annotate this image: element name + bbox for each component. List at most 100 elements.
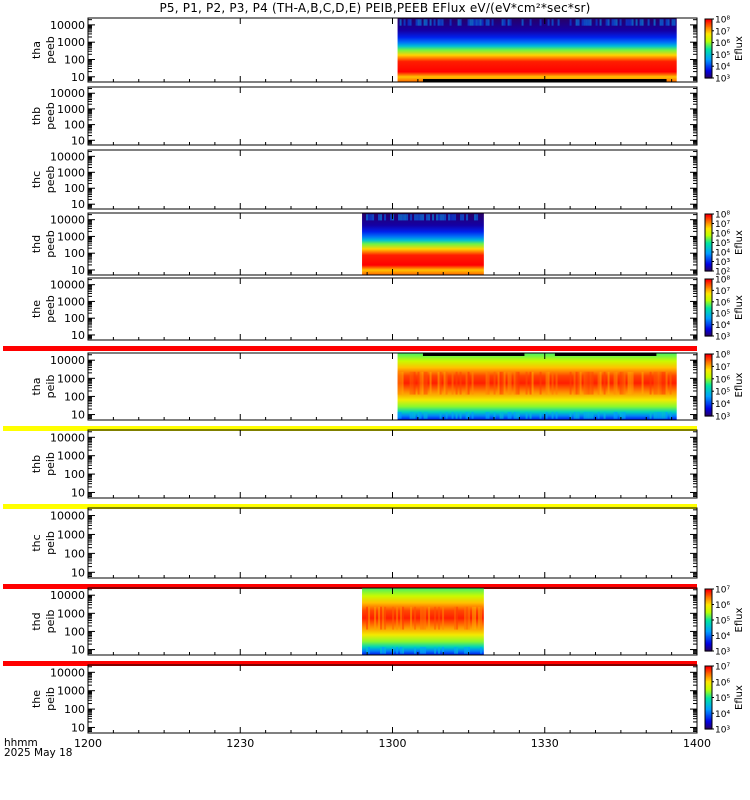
separator-bar [3,426,697,431]
colorbar-segment [705,254,712,257]
spectrogram-texture [423,411,426,419]
colorbar-label: Eflux [734,607,745,632]
spectrogram-texture [669,411,672,419]
colorbar-segment [705,260,712,263]
spectrogram-texture [478,606,481,630]
spectrogram-texture [374,606,377,630]
spectrogram-texture [403,19,406,26]
colorbar-tick-label: 10³ [715,413,730,423]
colorbar-segment [705,722,712,725]
spectrogram-texture [517,411,520,419]
spectrogram-texture [366,214,369,221]
colorbar-segment [705,623,712,626]
colorbar-segment [705,60,712,63]
spectrogram-texture [521,19,524,26]
colorbar-tick-label: 10⁶ [715,375,730,385]
spectrogram-texture [438,646,441,654]
colorbar-segment [705,321,712,324]
colorbar-segment [705,306,712,309]
colorbar-segment [705,676,712,679]
spectrogram-texture [400,606,403,630]
y-tick-label: 100 [64,625,85,638]
colorbar-segment [705,37,712,40]
colorbar-segment [705,601,712,604]
spectrogram-texture [623,371,626,395]
spectrogram-texture [378,606,381,630]
panel-ylabel: thd [30,612,43,630]
colorbar-segment [705,28,712,31]
colorbar-segment [705,21,712,24]
colorbar-segment [705,357,712,360]
spectrogram-texture [439,371,442,395]
colorbar-segment [705,333,712,336]
spectrogram-texture [503,19,506,26]
spectrogram-texture [613,19,616,26]
spectrogram-texture [597,411,600,419]
spectrogram-texture [407,19,410,26]
y-tick-label: 10000 [50,279,85,292]
spectrogram-texture [370,214,373,221]
spectrogram-texture [474,214,477,221]
spectrogram-texture [569,371,572,395]
x-tick-label: 1230 [226,737,254,750]
colorbar-segment [705,261,712,264]
colorbar-segment [705,233,712,235]
colorbar-segment [705,369,712,372]
colorbar-segment [705,252,712,254]
spectrogram-texture [384,646,387,654]
panel-ylabel: thd [30,235,43,253]
spectrogram-texture [497,371,500,395]
spectrogram-texture [454,646,457,654]
colorbar-tick-label: 10⁵ [715,239,730,249]
colorbar-segment [705,397,712,400]
spectrogram-texture [417,411,420,419]
y-tick-label: 10000 [50,431,85,444]
spectrogram-texture [557,19,560,26]
colorbar-tick-label: 10⁸ [715,16,730,26]
spectrogram-texture [485,19,488,26]
colorbar-segment [705,241,712,244]
colorbar-segment [705,63,712,66]
spectrogram-texture [551,371,554,395]
spectrogram-texture [581,19,584,26]
colorbar-segment [705,681,712,684]
spectrogram-texture [485,411,488,419]
spectrogram-texture [425,411,428,419]
colorbar-segment [705,234,712,236]
colorbar-segment [705,603,712,606]
spectrogram-texture [442,646,445,654]
spectrogram-texture [589,371,592,395]
spectrogram-texture [436,214,439,221]
spectrogram-texture [434,646,437,654]
spectrogram-texture [410,214,413,221]
x-tick-label: 1300 [379,737,407,750]
spectrogram-texture [529,411,532,419]
spectrogram-texture [474,606,477,630]
spectrogram-texture [392,214,395,221]
spectrogram-texture [507,411,510,419]
spectrogram-texture [402,646,405,654]
colorbar-segment [705,235,712,238]
colorbar-segment [705,49,712,52]
spectrogram-texture [661,371,664,395]
spectrogram-texture [539,411,542,419]
y-tick-label: 10 [71,329,85,342]
colorbar-segment [705,58,712,61]
colorbar-segment [705,363,712,365]
colorbar-segment [705,41,712,43]
colorbar-segment [705,312,712,315]
spectrogram-texture [575,411,578,419]
time-format-label: hhmm [4,737,38,749]
panel-ylabel: thb [30,107,43,125]
colorbar-segment [705,22,712,25]
spectrogram-texture [627,19,630,26]
spectrogram-texture [649,411,652,419]
y-tick-label: 10000 [50,589,85,602]
y-tick-label: 10 [71,198,85,211]
spectrogram-texture [547,19,550,26]
colorbar-segment [705,708,712,710]
spectrogram-texture [400,646,403,654]
spectrogram-texture [577,19,580,26]
colorbar-segment [705,412,712,415]
y-tick-label: 10 [71,644,85,657]
